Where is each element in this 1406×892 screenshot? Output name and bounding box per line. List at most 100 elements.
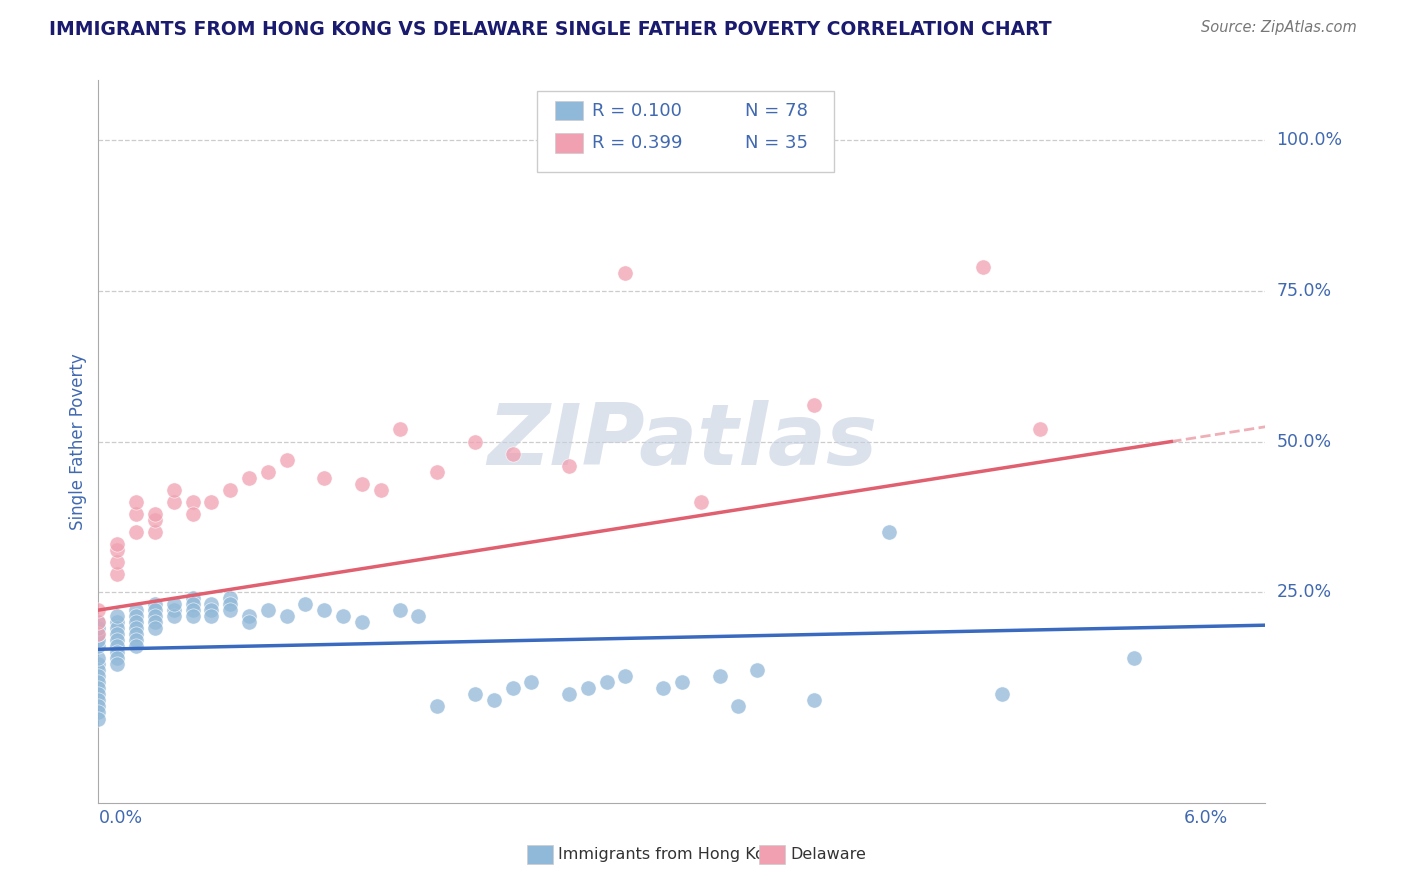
Point xyxy=(87,675,110,690)
Point xyxy=(576,681,599,696)
Point xyxy=(314,603,336,617)
Point xyxy=(105,542,128,557)
Point xyxy=(143,507,166,521)
Point xyxy=(671,675,693,690)
Point xyxy=(181,603,204,617)
Point xyxy=(105,567,128,582)
Text: Delaware: Delaware xyxy=(790,847,866,862)
Point xyxy=(143,609,166,624)
Text: 100.0%: 100.0% xyxy=(1277,131,1343,150)
Point xyxy=(709,669,731,683)
Point xyxy=(370,483,392,497)
Point xyxy=(143,621,166,635)
Point xyxy=(87,681,110,696)
Point xyxy=(181,591,204,606)
Point xyxy=(163,494,186,508)
Point xyxy=(426,699,449,714)
Point xyxy=(143,597,166,611)
Point xyxy=(426,465,449,479)
Point xyxy=(87,651,110,665)
Point xyxy=(219,483,242,497)
Point xyxy=(125,603,148,617)
Point xyxy=(105,615,128,630)
Text: R = 0.100: R = 0.100 xyxy=(592,102,682,120)
Y-axis label: Single Father Poverty: Single Father Poverty xyxy=(69,353,87,530)
Point xyxy=(143,513,166,527)
Text: IMMIGRANTS FROM HONG KONG VS DELAWARE SINGLE FATHER POVERTY CORRELATION CHART: IMMIGRANTS FROM HONG KONG VS DELAWARE SI… xyxy=(49,20,1052,38)
Point xyxy=(502,681,524,696)
Text: N = 35: N = 35 xyxy=(745,134,808,152)
Point xyxy=(125,627,148,641)
Point xyxy=(163,483,186,497)
Point xyxy=(163,603,186,617)
Point xyxy=(520,675,543,690)
Point xyxy=(502,447,524,461)
Point xyxy=(87,627,110,641)
Point xyxy=(87,687,110,701)
Point xyxy=(747,664,769,678)
Point xyxy=(125,494,148,508)
Point xyxy=(87,621,110,635)
Point xyxy=(87,669,110,683)
Point xyxy=(558,458,581,473)
Point xyxy=(181,494,204,508)
Point xyxy=(350,476,373,491)
Point xyxy=(482,693,505,707)
Point xyxy=(143,615,166,630)
Point xyxy=(350,615,373,630)
Point xyxy=(125,615,148,630)
Text: 50.0%: 50.0% xyxy=(1277,433,1331,450)
Point xyxy=(276,452,298,467)
Point xyxy=(332,609,354,624)
Point xyxy=(181,597,204,611)
Point xyxy=(105,651,128,665)
Text: 25.0%: 25.0% xyxy=(1277,583,1331,601)
Text: Immigrants from Hong Kong: Immigrants from Hong Kong xyxy=(558,847,786,862)
Point xyxy=(219,597,242,611)
Point xyxy=(87,664,110,678)
Point xyxy=(614,669,637,683)
Point xyxy=(163,597,186,611)
Point xyxy=(125,639,148,653)
Point xyxy=(105,621,128,635)
Point xyxy=(181,609,204,624)
Point xyxy=(464,434,486,449)
Point xyxy=(143,524,166,539)
Point xyxy=(87,712,110,726)
Point xyxy=(294,597,316,611)
Point xyxy=(105,627,128,641)
Point xyxy=(595,675,617,690)
Point xyxy=(238,471,260,485)
Point xyxy=(727,699,749,714)
Point xyxy=(105,537,128,551)
Point xyxy=(87,699,110,714)
Point xyxy=(803,693,825,707)
Point xyxy=(972,260,994,274)
Point xyxy=(105,645,128,659)
Point xyxy=(181,507,204,521)
Point xyxy=(803,398,825,412)
Text: N = 78: N = 78 xyxy=(745,102,808,120)
Point xyxy=(87,603,110,617)
Point xyxy=(558,687,581,701)
Point xyxy=(87,633,110,648)
Point xyxy=(163,609,186,624)
Point xyxy=(105,555,128,569)
Point xyxy=(408,609,430,624)
Point xyxy=(87,615,110,630)
Point xyxy=(276,609,298,624)
Point xyxy=(125,633,148,648)
Point xyxy=(238,609,260,624)
Point xyxy=(877,524,900,539)
Point xyxy=(105,639,128,653)
Point xyxy=(105,657,128,672)
Point xyxy=(991,687,1014,701)
Point xyxy=(125,609,148,624)
Point xyxy=(200,609,222,624)
Point xyxy=(105,633,128,648)
Point xyxy=(125,621,148,635)
Point xyxy=(87,639,110,653)
Point xyxy=(464,687,486,701)
Point xyxy=(1122,651,1144,665)
Point xyxy=(314,471,336,485)
